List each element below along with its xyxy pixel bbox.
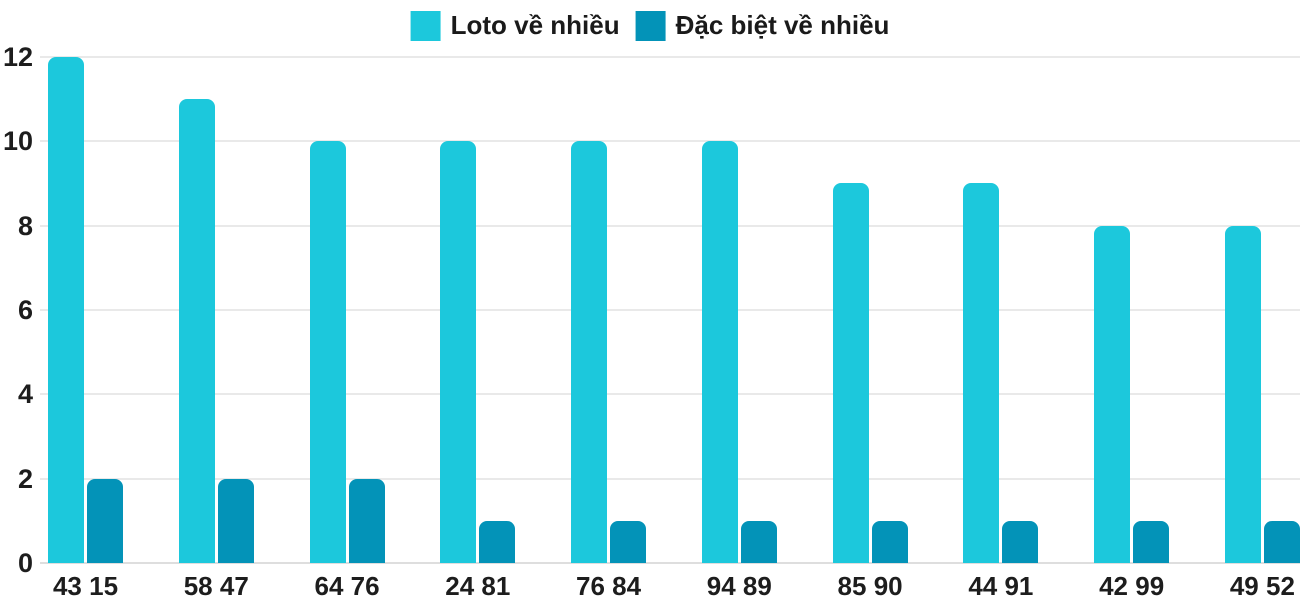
x-tick-label-76-84: 76 84 (576, 571, 642, 600)
legend-item-dac-biet: Đặc biệt về nhiều (635, 10, 890, 41)
x-tick-label-43-15: 43 15 (52, 571, 119, 600)
gridline-y-6 (40, 309, 1300, 311)
bar-group-42-99: 42 99 (1094, 226, 1170, 600)
bar-dac-biet-85-90 (871, 521, 908, 563)
bar-loto-49-52 (1224, 226, 1261, 563)
x-tick-label-49-52: 49 52 (1229, 571, 1295, 600)
x-tick-label-85-90: 85 90 (837, 571, 903, 600)
gridline-y-0 (40, 562, 1300, 564)
bar-dac-biet-43-15 (87, 479, 123, 563)
bar-group-85-90: 85 90 (832, 183, 908, 600)
bar-dac-biet-44-91 (1002, 521, 1039, 563)
x-tick-label-58-47: 58 47 (183, 571, 249, 600)
bar-group-58-47: 58 47 (178, 99, 254, 600)
bar-group-94-89: 94 89 (701, 141, 777, 600)
legend-swatch-icon (410, 10, 441, 41)
y-tick-label-4: 4 (17, 379, 33, 410)
x-tick-label-44-91: 44 91 (968, 571, 1034, 600)
y-tick-label-6: 6 (17, 295, 33, 325)
bar-loto-64-76 (309, 141, 346, 563)
x-tick-label-94-89: 94 89 (706, 571, 772, 600)
bar-group-44-91: 44 91 (963, 183, 1039, 600)
x-tick-label-42-99: 42 99 (1099, 571, 1165, 600)
bar-dac-biet-49-52 (1263, 521, 1300, 563)
legend-label-loto: Loto về nhiều (450, 10, 620, 40)
bar-loto-24-81 (440, 141, 477, 563)
legend-item-loto: Loto về nhiều (410, 10, 620, 41)
bar-dac-biet-94-89 (740, 521, 777, 563)
bar-group-64-76: 64 76 (309, 141, 385, 600)
bar-loto-42-99 (1094, 226, 1131, 563)
bar-loto-85-90 (832, 183, 869, 563)
x-tick-label-24-81: 24 81 (445, 571, 511, 600)
bar-loto-43-15 (48, 57, 84, 563)
bar-dac-biet-58-47 (217, 479, 254, 563)
bar-loto-58-47 (178, 99, 215, 563)
gridline-y-12 (40, 56, 1300, 58)
bar-loto-76-84 (571, 141, 608, 563)
x-tick-label-64-76: 64 76 (314, 571, 380, 600)
bar-group-43-15: 43 15 (48, 57, 123, 600)
bar-dac-biet-76-84 (610, 521, 647, 563)
y-tick-label-10: 10 (2, 126, 33, 157)
plot-area: 43 15 58 47 64 76 24 81 76 84 94 89 85 90 44 91… (48, 57, 1300, 600)
gridline-y-2 (40, 477, 1300, 480)
bar-group-76-84: 76 84 (571, 141, 647, 600)
bar-loto-44-91 (963, 183, 1000, 563)
bar-dac-biet-24-81 (479, 521, 516, 563)
gridline-y-4 (40, 393, 1300, 396)
bar-group-24-81: 24 81 (440, 141, 516, 600)
bar-loto-94-89 (701, 141, 738, 563)
legend-swatch-icon (635, 10, 666, 41)
y-tick-label-12: 12 (2, 42, 33, 72)
chart-legend: Loto về nhiều Đặc biệt về nhiều (410, 10, 890, 41)
y-tick-label-0: 0 (17, 548, 33, 578)
legend-label-dac-biet: Đặc biệt về nhiều (675, 10, 890, 40)
bar-dac-biet-42-99 (1133, 521, 1170, 563)
y-tick-label-2: 2 (17, 463, 33, 494)
bar-dac-biet-64-76 (348, 479, 385, 563)
bar-group-49-52: 49 52 (1224, 226, 1300, 600)
gridline-y-8 (40, 224, 1300, 227)
gridline-y-10 (40, 140, 1300, 143)
y-tick-label-8: 8 (17, 210, 33, 241)
